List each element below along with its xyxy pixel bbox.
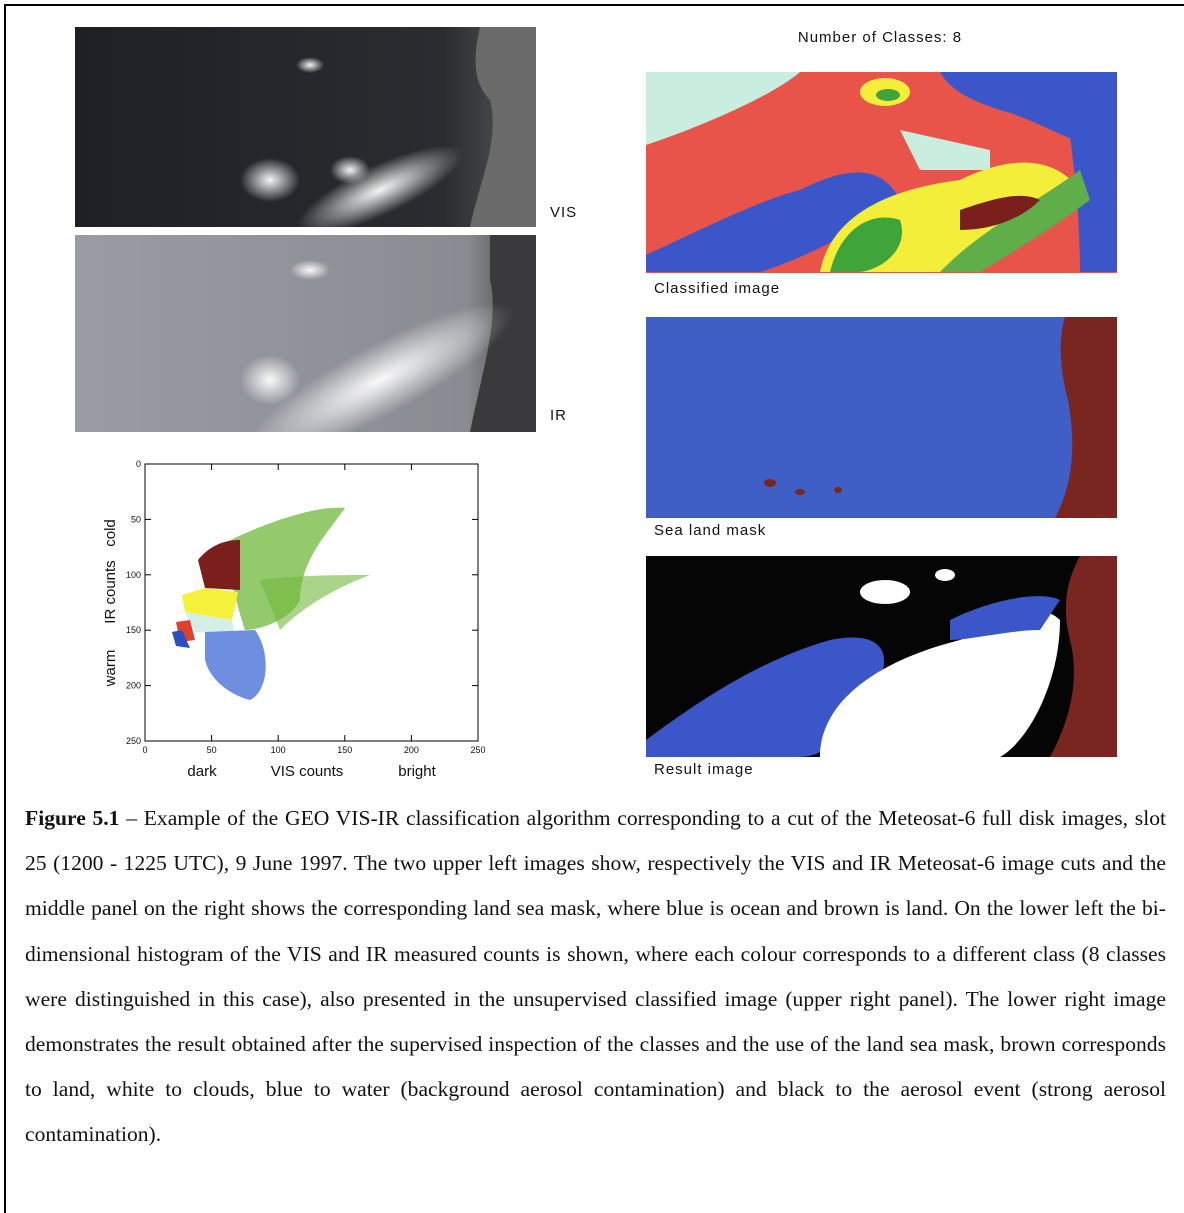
vis-label: VIS [550, 204, 577, 221]
figure-caption: Figure 5.1 – Example of the GEO VIS-IR c… [25, 796, 1166, 1158]
y-tick-label: 250 [126, 736, 141, 746]
x-tick-label: 0 [142, 745, 147, 755]
ir-image [75, 235, 536, 481]
result-image [646, 556, 1117, 757]
caption-label: Figure 5.1 [25, 806, 119, 830]
x-tick-label: 150 [337, 745, 352, 755]
x-axis-label-dark: dark [187, 763, 217, 780]
y-axis-label-warm: warm [102, 650, 119, 688]
figure: VIS IR dark VIS counts bright warm IR co… [0, 0, 1184, 790]
y-tick-label: 200 [126, 681, 141, 691]
caption-text: – Example of the GEO VIS-IR classificati… [25, 806, 1166, 1146]
classified-image [646, 72, 1117, 273]
page: VIS IR dark VIS counts bright warm IR co… [0, 0, 1184, 1213]
y-tick-label: 150 [126, 625, 141, 635]
x-tick-label: 100 [271, 745, 286, 755]
y-tick-label: 50 [131, 514, 141, 524]
mask-caption: Sea land mask [654, 522, 766, 539]
x-axis-label-bright: bright [398, 763, 436, 780]
y-tick-label: 100 [126, 570, 141, 580]
y-axis-label-cold: cold [102, 519, 119, 547]
sea-land-mask [646, 317, 1117, 518]
result-caption: Result image [654, 761, 754, 778]
classified-caption: Classified image [654, 280, 780, 297]
classes-title: Number of Classes: 8 [798, 29, 962, 46]
x-axis-label: VIS counts [271, 763, 344, 780]
y-axis-label: IR counts [102, 560, 119, 623]
y-tick-label: 0 [136, 459, 141, 469]
vis-image [75, 27, 536, 251]
ir-label: IR [550, 407, 567, 424]
x-tick-label: 50 [207, 745, 217, 755]
x-tick-label: 250 [470, 745, 485, 755]
x-tick-label: 200 [404, 745, 419, 755]
histogram [145, 464, 478, 741]
